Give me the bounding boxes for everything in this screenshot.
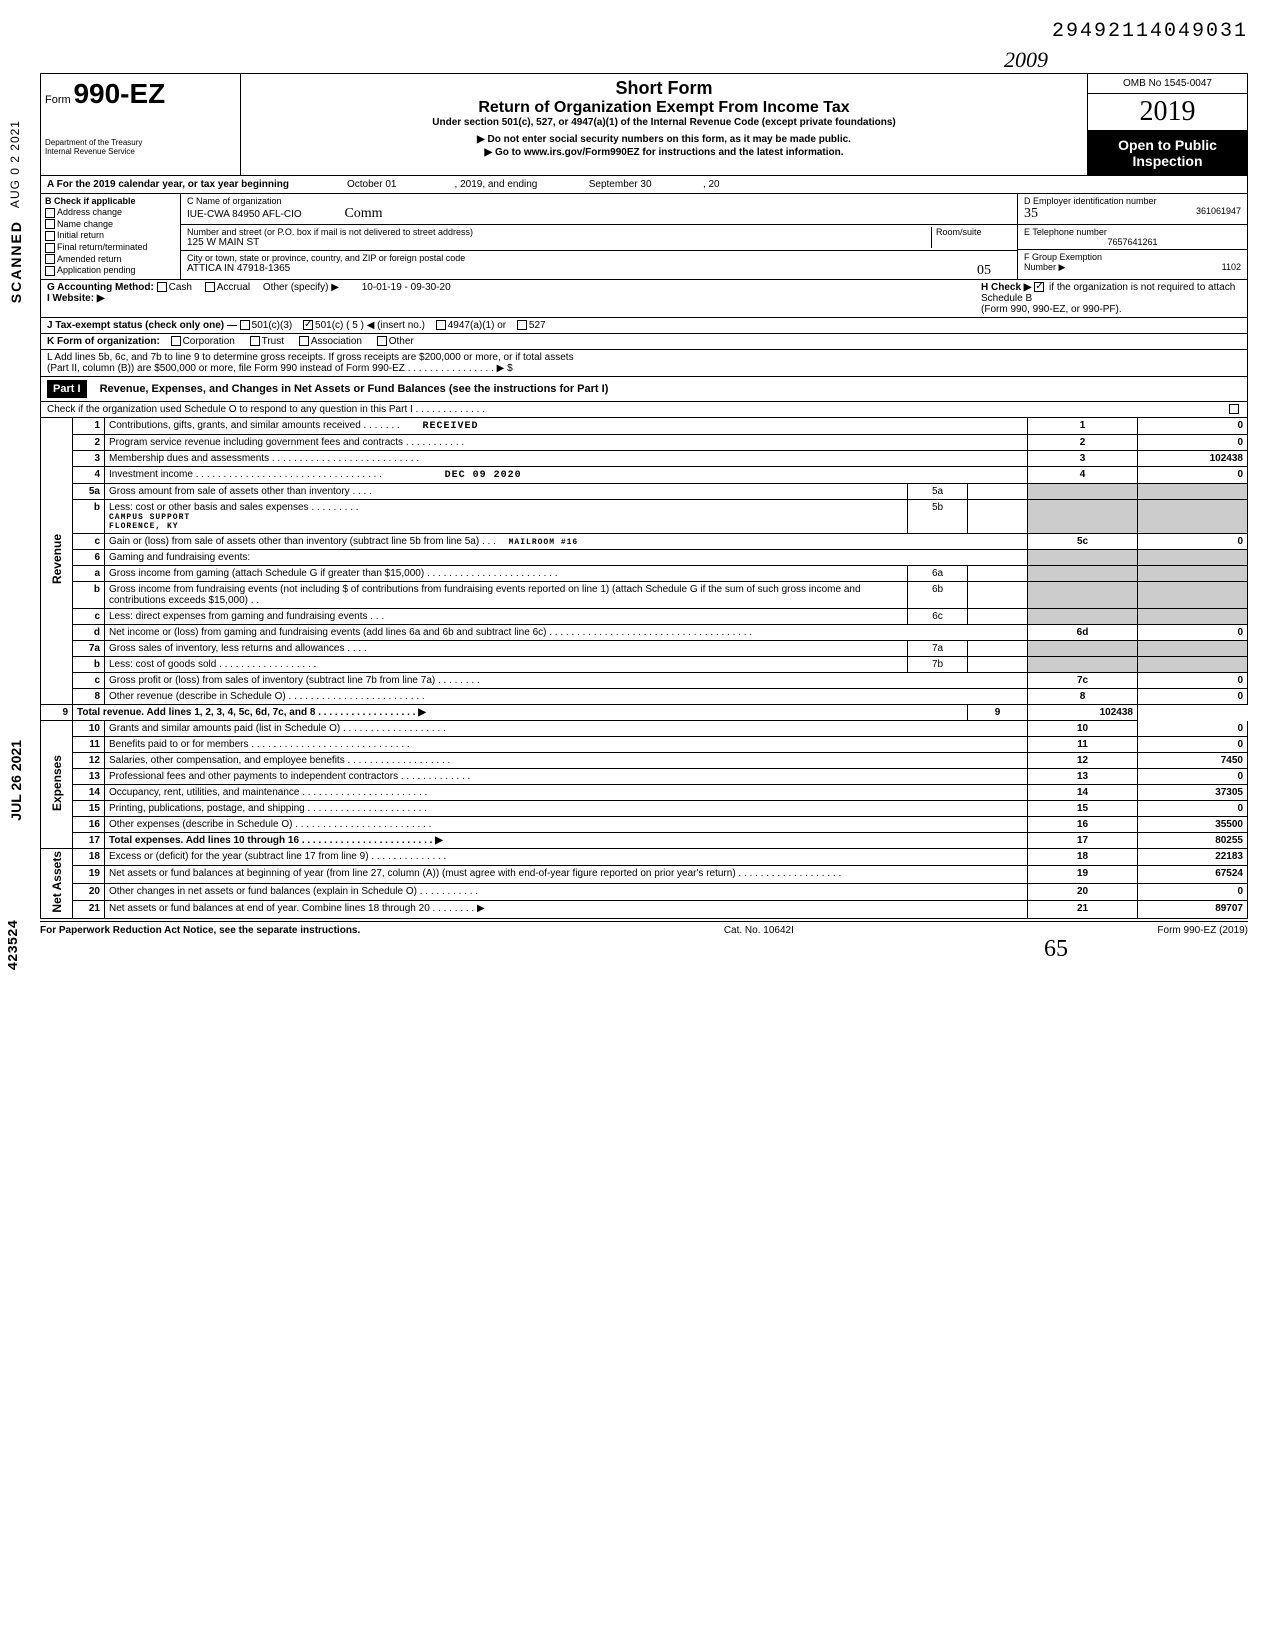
document-id: 29492114049031: [1052, 20, 1248, 43]
open-public-2: Inspection: [1094, 153, 1241, 169]
room-suite-label: Room/suite: [931, 227, 1011, 248]
form-number: 990-EZ: [73, 78, 165, 109]
expenses-label: Expenses: [50, 755, 64, 811]
dept-irs: Internal Revenue Service: [45, 147, 236, 156]
name-label: C Name of organization: [187, 196, 1011, 206]
street-address: 125 W MAIN ST: [187, 237, 259, 248]
open-public-1: Open to Public: [1094, 137, 1241, 153]
mailroom-stamp: MAILROOM #16: [509, 538, 579, 547]
cat-number: Cat. No. 10642I: [724, 925, 794, 936]
omb-number: OMB No 1545-0047: [1088, 74, 1247, 94]
city-state-zip: ATTICA IN 47918-1365: [187, 263, 290, 274]
received-stamp: RECEIVED: [422, 421, 478, 432]
paperwork-notice: For Paperwork Reduction Act Notice, see …: [40, 925, 360, 936]
accounting-method-label: G Accounting Method:: [47, 282, 154, 293]
hand-05: 05: [977, 263, 991, 279]
501c-number: 5: [352, 320, 358, 331]
city-label: City or town, state or province, country…: [187, 253, 1011, 263]
phone-label: E Telephone number: [1024, 227, 1241, 237]
campus-stamp-2: FLORENCE, KY: [109, 522, 903, 531]
form-prefix: Form: [45, 94, 71, 106]
hand-65: 65: [1044, 936, 1068, 962]
row-a-tax-year: A For the 2019 calendar year, or tax yea…: [40, 176, 1248, 194]
dept-treasury: Department of the Treasury: [45, 138, 236, 147]
handwritten-year: 2009: [1004, 47, 1048, 72]
hand-comm: Comm: [344, 206, 382, 221]
instruct-url: ▶ Go to www.irs.gov/Form990EZ for instru…: [245, 147, 1083, 158]
group-exempt-label2: Number ▶: [1024, 262, 1065, 272]
jul-date-stamp: JUL 26 2021: [8, 740, 24, 821]
subtitle: Under section 501(c), 527, or 4947(a)(1)…: [245, 117, 1083, 128]
addr-label: Number and street (or P.O. box if mail i…: [187, 227, 931, 237]
ein-hand: 35: [1024, 206, 1038, 221]
aug-date-stamp: AUG 0 2 2021: [8, 120, 22, 208]
part-1-title: Revenue, Expenses, and Changes in Net As…: [100, 383, 609, 395]
date-stamp: DEC 09 2020: [445, 470, 522, 481]
ein-label: D Employer identification number: [1024, 196, 1241, 206]
col-b-checkboxes: B Check if applicable Address change Nam…: [41, 194, 181, 279]
return-title: Return of Organization Exempt From Incom…: [245, 99, 1083, 117]
part-1-tag: Part I: [47, 380, 87, 398]
group-exempt-value: 1102: [1222, 262, 1241, 272]
campus-stamp-1: CAMPUS SUPPORT: [109, 513, 903, 522]
schedule-o-checkbox[interactable]: [1229, 404, 1239, 414]
part-1-check: Check if the organization used Schedule …: [47, 404, 485, 415]
scanned-stamp: SCANNED: [8, 220, 24, 303]
accounting-other-value: 10-01-19 - 09-30-20: [362, 282, 451, 293]
phone-value: 7657641261: [1024, 237, 1241, 247]
ein-value: 361061947: [1196, 206, 1241, 216]
website-label: I Website: ▶: [47, 293, 105, 304]
net-assets-label: Net Assets: [50, 851, 64, 913]
instruct-ssn: ▶ Do not enter social security numbers o…: [245, 134, 1083, 145]
vertical-number: 423524: [6, 920, 22, 970]
schedule-b-checkbox[interactable]: [1034, 282, 1044, 292]
org-name: IUE-CWA 84950 AFL-CIO: [187, 209, 302, 220]
financial-table: Revenue 1 Contributions, gifts, grants, …: [40, 418, 1248, 919]
revenue-label: Revenue: [50, 534, 64, 584]
tax-year: 2019: [1088, 94, 1247, 131]
501c-checkbox[interactable]: [303, 320, 313, 330]
short-form-title: Short Form: [245, 78, 1083, 99]
group-exempt-label: F Group Exemption: [1024, 252, 1102, 262]
form-header: Form 990-EZ Department of the Treasury I…: [40, 73, 1248, 176]
line-l-2: (Part II, column (B)) are $500,000 or mo…: [47, 363, 1241, 374]
form-footer: Form 990-EZ (2019): [1157, 925, 1248, 936]
line-l-1: L Add lines 5b, 6c, and 7b to line 9 to …: [47, 352, 1241, 363]
